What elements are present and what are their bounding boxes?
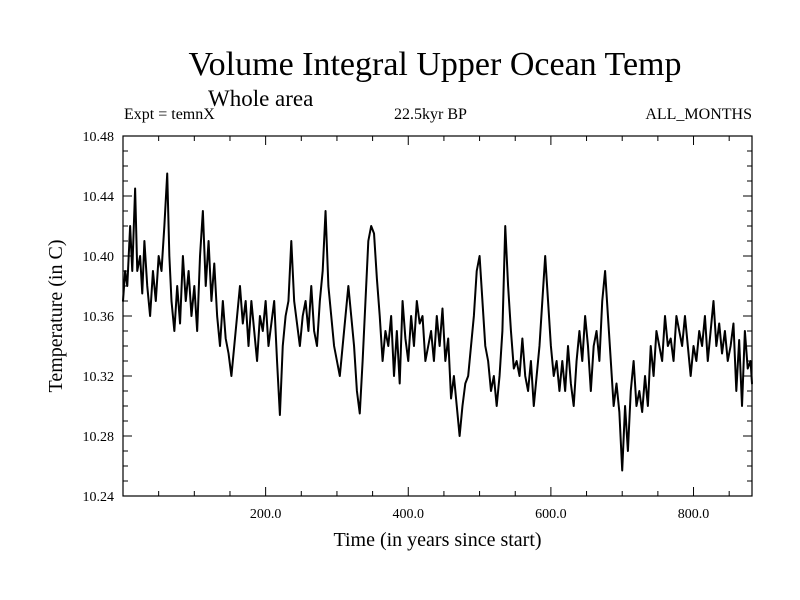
y-tick-label: 10.40 xyxy=(83,250,115,265)
plot-frame xyxy=(122,135,753,497)
x-axis-label: Time (in years since start) xyxy=(333,529,541,551)
months-label: ALL_MONTHS xyxy=(645,106,752,123)
y-tick-label: 10.32 xyxy=(83,370,115,385)
x-tick-label: 400.0 xyxy=(393,507,425,522)
period-label: 22.5kyr BP xyxy=(394,106,467,123)
y-tick-label: 10.28 xyxy=(83,430,115,445)
y-tick-label: 10.48 xyxy=(83,130,115,145)
y-tick-label: 10.36 xyxy=(83,310,115,325)
x-tick-label: 600.0 xyxy=(535,507,567,522)
axis-ticks: 10.24 10.28 10.32 10.36 10.40 10.44 10.48 200.0… xyxy=(83,130,752,522)
y-tick-label: 10.44 xyxy=(83,190,115,205)
experiment-label: Expt = temnX xyxy=(124,106,215,123)
x-tick-label: 800.0 xyxy=(678,507,710,522)
x-tick-label: 200.0 xyxy=(250,507,282,522)
y-tick-label: 10.24 xyxy=(83,490,115,505)
chart-title: Volume Integral Upper Ocean Temp xyxy=(188,46,682,83)
temperature-series-line xyxy=(122,172,753,472)
chart-subtitle: Whole area xyxy=(208,86,314,111)
y-axis-label: Temperature (in C) xyxy=(45,240,67,393)
